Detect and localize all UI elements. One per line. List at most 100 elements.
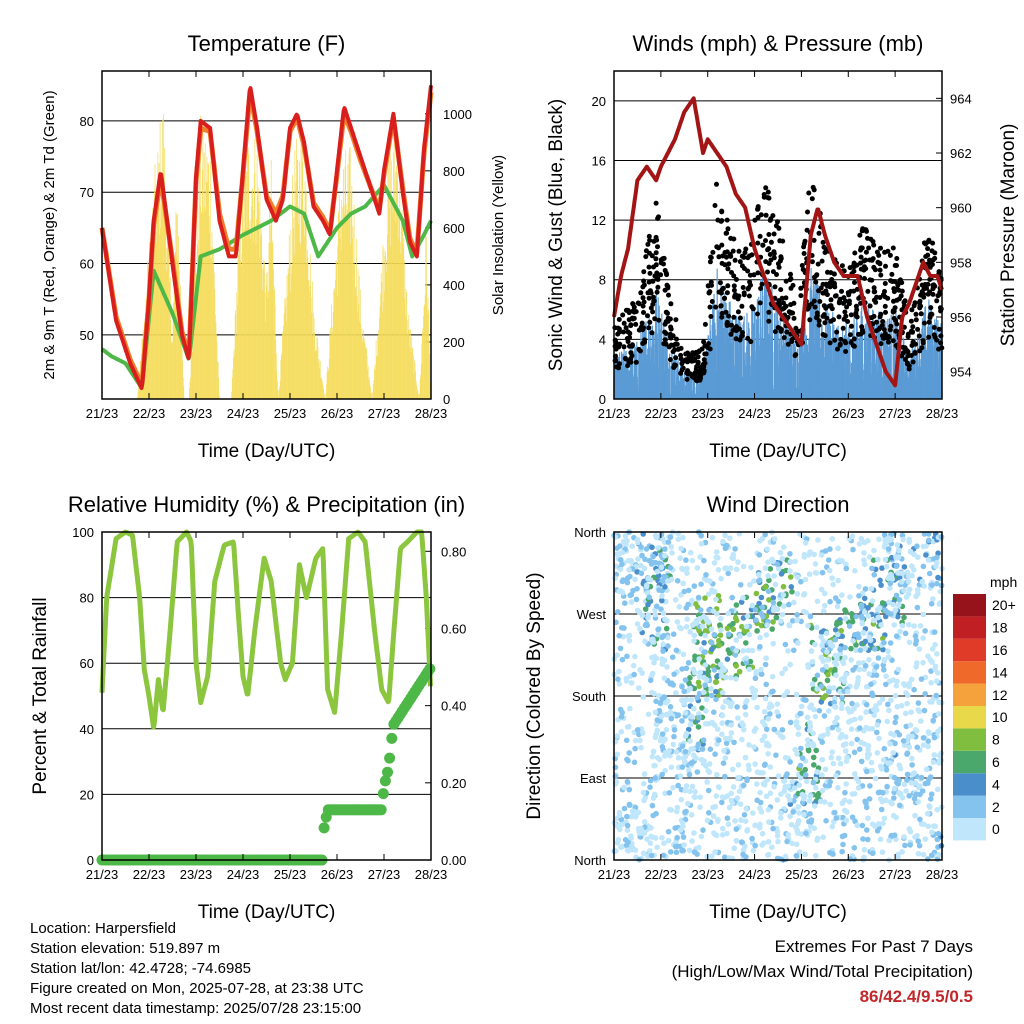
gust-point	[925, 281, 931, 287]
direction-point	[906, 793, 912, 799]
direction-point	[854, 822, 861, 829]
direction-point	[622, 533, 629, 539]
direction-point	[915, 838, 921, 844]
direction-point	[757, 643, 763, 650]
direction-point	[771, 573, 777, 579]
direction-point	[662, 584, 668, 590]
direction-point	[684, 570, 690, 576]
gust-point	[668, 301, 674, 307]
gust-point	[735, 309, 741, 315]
humidity-precip-chart: 0204060801000.000.200.400.600.80Relative…	[30, 492, 466, 923]
direction-point	[880, 820, 886, 827]
gust-point	[616, 326, 622, 332]
gust-point	[832, 293, 838, 299]
direction-point	[628, 813, 635, 820]
direction-point	[855, 785, 862, 791]
direction-point	[825, 557, 832, 563]
direction-point	[834, 603, 841, 610]
direction-point	[762, 584, 769, 590]
gust-point	[736, 293, 742, 299]
direction-point	[679, 565, 685, 572]
direction-point	[860, 629, 867, 636]
direction-point	[685, 767, 692, 774]
direction-point	[826, 689, 832, 695]
direction-point	[782, 853, 789, 860]
y-tick-label: 50	[80, 328, 94, 343]
direction-point	[878, 622, 884, 628]
direction-point	[750, 810, 756, 816]
direction-point	[615, 836, 622, 843]
direction-point	[858, 535, 865, 542]
direction-point	[728, 790, 734, 797]
direction-point	[809, 681, 816, 687]
direction-point	[695, 724, 702, 730]
direction-point	[778, 571, 785, 577]
gust-point	[867, 277, 873, 283]
direction-point	[773, 614, 780, 621]
direction-point	[803, 697, 809, 703]
direction-point	[651, 659, 657, 666]
gust-point	[665, 285, 671, 291]
gust-point	[699, 346, 705, 352]
direction-point	[761, 708, 768, 715]
direction-point	[906, 744, 913, 750]
direction-point	[934, 836, 941, 843]
gust-point	[785, 341, 791, 347]
gust-point	[636, 346, 642, 352]
direction-point	[867, 641, 874, 647]
direction-point	[912, 780, 919, 786]
x-tick-label: 27/23	[368, 406, 401, 421]
direction-point	[825, 726, 831, 733]
direction-point	[914, 543, 920, 549]
gust-point	[765, 189, 771, 195]
direction-point	[763, 655, 769, 661]
direction-point	[932, 641, 938, 648]
direction-point	[919, 578, 925, 585]
direction-point	[890, 677, 897, 683]
gust-point	[633, 359, 639, 365]
direction-point	[839, 705, 845, 712]
gust-point	[816, 230, 822, 236]
gust-point	[835, 346, 840, 352]
direction-point	[766, 577, 772, 584]
direction-point	[882, 537, 888, 543]
gust-point	[733, 336, 739, 342]
direction-point	[767, 790, 774, 796]
gust-point	[731, 283, 737, 289]
direction-point	[865, 746, 871, 753]
direction-point	[804, 714, 811, 721]
direction-point	[680, 847, 686, 854]
direction-point	[918, 676, 925, 682]
direction-point	[856, 593, 862, 599]
y-tick-label: North	[574, 853, 606, 868]
direction-point	[879, 849, 886, 855]
plot-frame	[613, 70, 943, 400]
direction-point	[819, 772, 825, 778]
direction-point	[685, 601, 691, 608]
y-tick-label: 4	[599, 332, 606, 347]
gust-point	[775, 261, 781, 267]
direction-point	[616, 826, 623, 833]
gust-point	[641, 282, 647, 288]
direction-point	[899, 622, 906, 629]
gust-point	[665, 310, 670, 316]
direction-point	[881, 745, 888, 752]
direction-point	[696, 673, 703, 680]
direction-point	[616, 812, 623, 819]
direction-point	[874, 729, 880, 736]
gust-point	[763, 259, 769, 265]
direction-point	[765, 852, 771, 858]
direction-point	[631, 759, 638, 766]
direction-point	[623, 737, 630, 744]
direction-point	[661, 573, 667, 580]
gust-point	[658, 272, 664, 278]
direction-point	[853, 684, 860, 690]
direction-point	[820, 638, 827, 644]
gust-point	[739, 263, 745, 269]
direction-point	[865, 613, 872, 619]
gust-point	[812, 304, 818, 310]
gust-point	[639, 320, 645, 326]
direction-point	[839, 848, 845, 855]
direction-point	[835, 545, 841, 552]
gust-point	[645, 290, 651, 296]
